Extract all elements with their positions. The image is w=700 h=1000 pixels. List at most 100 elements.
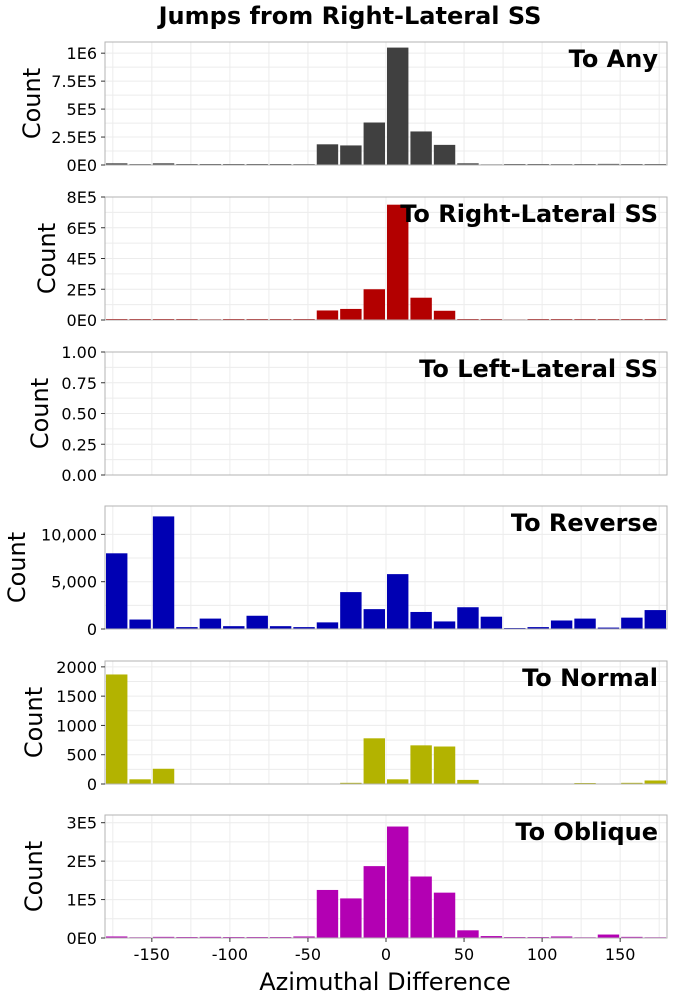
panel-label: To Any (569, 45, 659, 73)
bar (550, 936, 573, 938)
bar (106, 936, 128, 938)
panel-label: To Reverse (511, 509, 658, 537)
y-axis-label: Count (3, 532, 31, 603)
y-tick-label: 0 (87, 620, 97, 639)
x-tick-label: 100 (527, 945, 558, 964)
y-tick-label: 5,000 (51, 573, 97, 592)
bar (480, 616, 503, 629)
y-tick-label: 2E5 (67, 852, 97, 871)
bar (176, 627, 198, 629)
bar (433, 144, 456, 165)
bar (597, 627, 620, 629)
bar (199, 936, 222, 938)
bar (433, 310, 456, 320)
bar (457, 779, 479, 784)
bar (340, 898, 362, 938)
panel-frame (104, 41, 668, 166)
y-tick-label: 1E5 (67, 891, 97, 910)
y-tick-label: 10,000 (41, 525, 97, 544)
y-axis-label: Count (18, 68, 46, 139)
bar (457, 930, 479, 938)
y-tick-label: 500 (66, 746, 97, 765)
x-tick-label: 0 (381, 945, 391, 964)
bar (621, 617, 643, 629)
bar (106, 674, 128, 784)
bar (387, 47, 409, 165)
y-tick-label: 0 (87, 775, 97, 794)
bar (199, 618, 222, 629)
bar (106, 553, 128, 629)
bar (293, 936, 315, 938)
bar (621, 782, 643, 784)
bar (316, 310, 339, 320)
bar (621, 936, 643, 938)
panels: 0E0 2.5E5 5E5 7.5E5 1E6 Count To Any 0E0 2E5 4E5 6… (3, 41, 668, 964)
bar (433, 746, 456, 784)
bar (527, 627, 549, 629)
x-tick-label: 150 (605, 945, 636, 964)
panel-to-normal: 0 500 1000 1500 2000 Count To Normal (20, 658, 668, 794)
bar (340, 592, 362, 629)
bar (644, 780, 666, 784)
y-axis-label: Count (20, 687, 48, 758)
bar (457, 607, 479, 629)
y-tick-label: 7.5E5 (51, 72, 97, 91)
x-tick-label: -100 (212, 945, 248, 964)
bar (152, 163, 175, 165)
panel-to-oblique: 0E0 1E5 2E5 3E5 Count To Oblique (20, 814, 668, 948)
panel-label: To Left-Lateral SS (419, 355, 658, 383)
bar (316, 144, 339, 165)
y-tick-label: 0.50 (61, 405, 97, 424)
panel-label: To Normal (522, 664, 658, 692)
bar (644, 610, 666, 629)
y-tick-label: 0E0 (67, 156, 97, 175)
y-tick-label: 5E5 (67, 100, 97, 119)
bar (363, 289, 385, 320)
bar (363, 866, 385, 938)
x-axis: -150 -100 -50 0 50 100 150 (134, 938, 636, 964)
y-tick-label: 2.5E5 (51, 128, 97, 147)
y-tick-label: 0E0 (67, 311, 97, 330)
bar (363, 738, 385, 784)
y-tick-label: 1000 (56, 716, 97, 735)
y-tick-label: 1E6 (67, 44, 97, 63)
bar (387, 826, 409, 938)
bar (269, 626, 292, 629)
panel-to-right-lateral-ss: 0E0 2E5 4E5 6E5 8E5 Count To Right-Lateral SS (33, 188, 668, 330)
bar (246, 615, 268, 629)
bar (340, 145, 362, 165)
bar (152, 516, 175, 629)
bar (433, 621, 456, 629)
x-tick-label: 50 (454, 945, 474, 964)
y-tick-label: 8E5 (67, 188, 97, 207)
bar (316, 889, 339, 938)
y-axis-label: Count (26, 378, 54, 449)
bar (457, 163, 479, 165)
y-tick-label: 2000 (56, 658, 97, 677)
bar (316, 622, 339, 629)
bar (363, 122, 385, 165)
bar (293, 627, 315, 629)
bar (387, 204, 409, 320)
bar (340, 782, 362, 784)
y-tick-label: 1.00 (61, 343, 97, 362)
y-tick-label: 0.00 (61, 466, 97, 485)
y-tick-label: 0E0 (67, 929, 97, 948)
bar (597, 163, 620, 165)
bar (106, 163, 128, 165)
bar (129, 619, 151, 629)
bar (410, 876, 432, 938)
y-tick-label: 3E5 (67, 814, 97, 833)
bar (410, 611, 432, 629)
x-tick-label: -50 (295, 945, 321, 964)
chart-title: Jumps from Right-Lateral SS (157, 2, 542, 30)
y-tick-label: 2E5 (67, 280, 97, 299)
panel-label: To Right-Lateral SS (400, 200, 658, 228)
panel-label: To Oblique (515, 818, 658, 846)
bar (129, 779, 151, 784)
bar (433, 892, 456, 938)
y-tick-label: 0.75 (61, 374, 97, 393)
bar (480, 936, 503, 938)
bar (387, 779, 409, 784)
